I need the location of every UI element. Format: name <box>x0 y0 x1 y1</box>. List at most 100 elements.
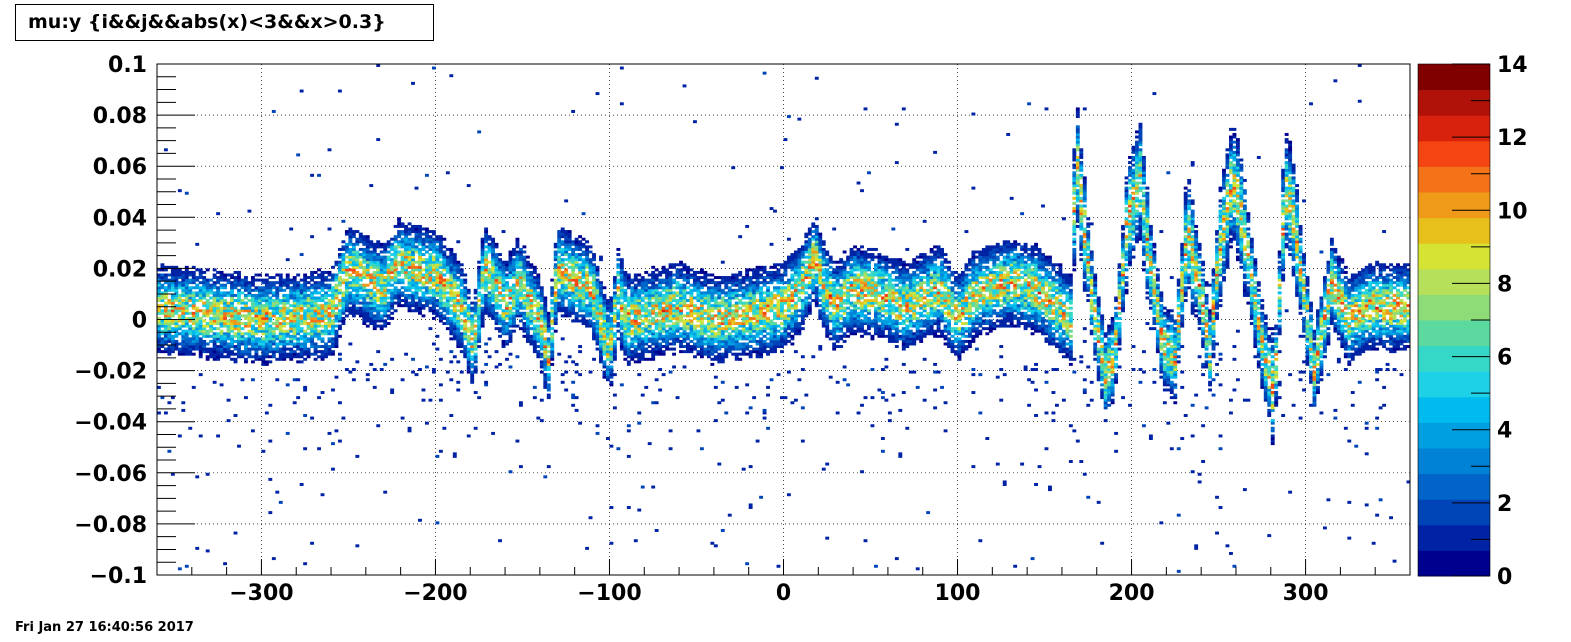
heatmap-bin <box>160 268 165 272</box>
heatmap-bin <box>640 485 645 489</box>
heatmap-bin <box>470 332 475 336</box>
heatmap-bin <box>724 309 729 313</box>
heatmap-bin <box>727 322 732 326</box>
heatmap-bin <box>623 283 628 287</box>
heatmap-bin <box>727 301 732 305</box>
heatmap-bin <box>672 278 676 282</box>
heatmap-bin <box>344 255 349 259</box>
heatmap-bin <box>438 281 443 285</box>
heatmap-bin <box>553 265 558 269</box>
heatmap-bin <box>727 347 732 351</box>
heatmap-bin <box>595 306 600 310</box>
heatmap-bin <box>438 286 443 290</box>
heatmap-bin <box>344 314 349 318</box>
heatmap-bin <box>292 327 297 331</box>
heatmap-bin <box>223 342 228 346</box>
heatmap-bin <box>734 347 739 351</box>
heatmap-bin <box>209 334 214 338</box>
heatmap-bin <box>431 270 436 274</box>
heatmap-bin <box>438 316 443 320</box>
heatmap-bin <box>557 309 562 313</box>
heatmap-bin <box>452 324 457 328</box>
heatmap-bin <box>686 304 690 308</box>
heatmap-bin <box>438 265 443 269</box>
heatmap-bin <box>247 342 252 346</box>
heatmap-bin <box>299 283 304 287</box>
heatmap-bin <box>498 334 502 338</box>
heatmap-bin <box>247 299 252 303</box>
heatmap-bin <box>515 324 520 328</box>
heatmap-bin <box>602 319 607 323</box>
heatmap-bin <box>532 265 537 269</box>
heatmap-bin <box>605 309 610 313</box>
heatmap-bin <box>518 283 523 287</box>
heatmap-bin <box>564 258 569 262</box>
heatmap-bin <box>449 260 454 264</box>
heatmap-bin <box>543 385 548 389</box>
heatmap-bin <box>244 309 248 313</box>
heatmap-bin <box>296 301 301 305</box>
heatmap-bin <box>473 306 478 310</box>
heatmap-bin <box>508 293 513 297</box>
heatmap-bin <box>264 314 269 318</box>
heatmap-bin <box>668 314 673 318</box>
heatmap-bin <box>564 286 569 290</box>
heatmap-bin <box>351 301 356 305</box>
heatmap-bin <box>331 291 335 295</box>
heatmap-bin <box>525 334 530 338</box>
heatmap-bin <box>498 263 502 267</box>
heatmap-bin <box>672 306 676 310</box>
heatmap-bin <box>682 314 687 318</box>
heatmap-bin <box>644 334 649 338</box>
heatmap-bin <box>393 224 398 228</box>
heatmap-bin <box>400 240 405 244</box>
heatmap-bin <box>609 541 614 545</box>
heatmap-bin <box>518 276 523 280</box>
heatmap-bin <box>487 296 492 300</box>
heatmap-bin <box>390 306 395 310</box>
heatmap-bin <box>435 301 440 305</box>
heatmap-bin <box>585 258 589 262</box>
heatmap-bin <box>198 352 203 356</box>
heatmap-bin <box>564 311 569 315</box>
heatmap-bin <box>365 235 370 239</box>
heatmap-bin <box>602 337 607 341</box>
heatmap-bin <box>351 281 356 285</box>
heatmap-bin <box>344 293 349 297</box>
heatmap-bin <box>595 327 600 331</box>
heatmap-bin <box>230 309 234 313</box>
heatmap-bin <box>710 291 715 295</box>
heatmap-bin <box>191 291 196 295</box>
heatmap-bin <box>536 273 541 277</box>
heatmap-bin <box>567 260 572 264</box>
heatmap-bin <box>720 357 725 361</box>
heatmap-bin <box>212 301 217 305</box>
heatmap-bin <box>219 324 224 328</box>
heatmap-bin <box>550 337 555 341</box>
heatmap-bin <box>313 270 318 274</box>
heatmap-bin <box>303 332 308 336</box>
heatmap-bin <box>571 393 576 397</box>
heatmap-bin <box>623 322 628 326</box>
heatmap-bin <box>438 314 443 318</box>
heatmap-bin <box>418 368 422 371</box>
heatmap-bin <box>473 345 478 349</box>
heatmap-bin <box>665 316 670 320</box>
heatmap-bin <box>536 291 541 295</box>
heatmap-bin <box>686 332 690 336</box>
heatmap-bin <box>223 314 228 318</box>
heatmap-bin <box>699 337 704 341</box>
heatmap-bin <box>369 293 374 297</box>
heatmap-bin <box>505 311 509 315</box>
heatmap-bin <box>452 270 457 274</box>
heatmap-bin <box>303 347 308 351</box>
heatmap-bin <box>372 270 377 274</box>
heatmap-bin <box>710 309 715 313</box>
heatmap-bin <box>630 357 635 361</box>
heatmap-bin <box>397 304 402 308</box>
heatmap-bin <box>344 299 349 303</box>
heatmap-bin <box>163 411 168 415</box>
heatmap-bin <box>703 273 708 277</box>
heatmap-bin <box>612 332 617 336</box>
heatmap-bin <box>223 291 228 295</box>
